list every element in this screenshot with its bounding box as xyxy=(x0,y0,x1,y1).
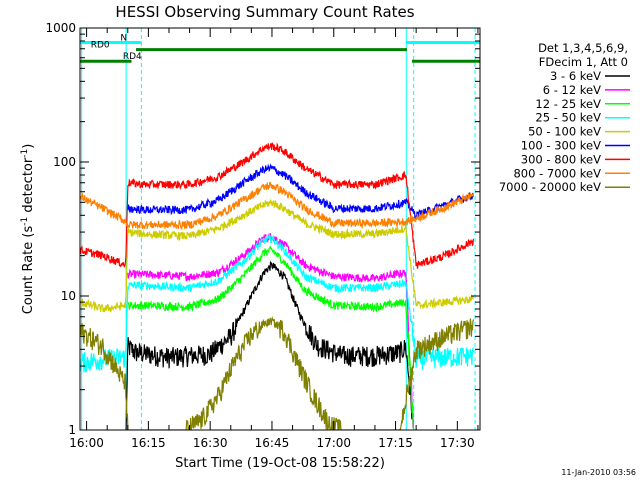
state-bar-label: N xyxy=(120,33,127,43)
x-axis: 16:00 16:15 16:30 16:45 17:00 17:15 17:30 xyxy=(69,28,479,450)
x-tick-label: 17:00 xyxy=(316,436,351,450)
legend-label: 12 - 25 keV xyxy=(535,97,601,111)
state-bar-label: RD0 xyxy=(91,41,110,51)
y-tick-label: 1000 xyxy=(45,21,76,35)
legend-header-line-1: Det 1,3,4,5,6,9, xyxy=(538,41,628,55)
x-tick-label: 16:45 xyxy=(255,436,290,450)
series-line xyxy=(125,260,414,430)
instrument-vlines xyxy=(81,28,476,430)
y-axis-label: Count Rate (s-1 detector-1) xyxy=(20,144,36,315)
x-tick-label: 16:30 xyxy=(193,436,228,450)
y-tick-label: 100 xyxy=(53,155,76,169)
state-bar-label: RD4 xyxy=(123,52,142,62)
series-line xyxy=(80,181,474,231)
y-tick-label: 1 xyxy=(68,423,76,437)
legend-label: 6 - 12 keV xyxy=(543,83,601,97)
x-tick-label: 16:00 xyxy=(69,436,104,450)
series-line xyxy=(127,245,415,430)
chart-title: HESSI Observing Summary Count Rates xyxy=(115,3,414,21)
y-tick-label: 10 xyxy=(61,289,76,303)
plot-frame xyxy=(79,27,481,431)
series-line xyxy=(80,142,474,269)
legend-label: 25 - 50 keV xyxy=(535,111,601,125)
legend: Det 1,3,4,5,6,9, FDecim 1, Att 0 3 - 6 k… xyxy=(499,41,630,194)
series-line xyxy=(127,163,474,220)
series-layer xyxy=(80,142,474,430)
x-tick-label: 16:15 xyxy=(131,436,166,450)
x-tick-label: 17:30 xyxy=(440,436,475,450)
legend-label: 300 - 800 keV xyxy=(521,152,601,166)
series-line xyxy=(80,198,474,313)
legend-label: 100 - 300 keV xyxy=(521,139,601,153)
legend-label: 50 - 100 keV xyxy=(528,125,601,139)
legend-header-line-2: FDecim 1, Att 0 xyxy=(539,55,628,69)
x-axis-label: Start Time (19-Oct-08 15:58:22) xyxy=(175,456,385,471)
footer-timestamp: 11-Jan-2010 03:56 xyxy=(561,468,636,477)
series-line xyxy=(80,315,474,430)
series-line xyxy=(80,233,474,373)
x-tick-label: 17:15 xyxy=(378,436,413,450)
legend-label: 7000 - 20000 keV xyxy=(499,180,601,194)
legend-label: 3 - 6 keV xyxy=(550,69,601,83)
attenuator-bars xyxy=(80,40,480,63)
legend-label: 800 - 7000 keV xyxy=(513,166,601,180)
y-axis: 1 10 100 1000 xyxy=(45,21,480,437)
series-line xyxy=(127,233,415,428)
